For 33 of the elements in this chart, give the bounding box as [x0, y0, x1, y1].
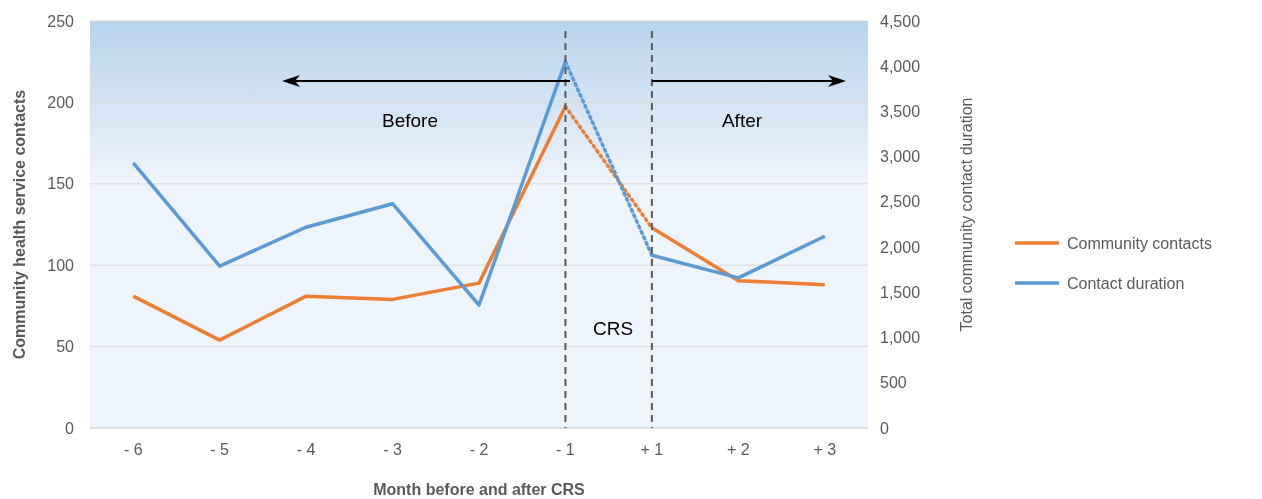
y2-tick-label: 3,500 [880, 103, 921, 121]
x-tick-label: + 1 [640, 441, 664, 458]
annotation: CRS [592, 318, 634, 339]
x-tick-label: + 2 [726, 441, 750, 458]
y2-tick-label: 1,000 [880, 329, 921, 347]
y2-tick-label: 4,500 [880, 12, 921, 30]
y-tick-label: 200 [47, 94, 75, 111]
x-tick-label: - 3 [383, 441, 402, 458]
x-axis-title: Month before and after CRS [373, 481, 586, 498]
y2-tick-label: 4,000 [880, 57, 921, 75]
x-tick-label: + 3 [813, 441, 837, 458]
y-tick-label: 100 [47, 256, 75, 274]
y-tick-label: 50 [56, 338, 75, 356]
x-tick-label: - 6 [123, 441, 143, 458]
y2-tick-label: 2,000 [880, 238, 921, 256]
y-tick-label: 250 [47, 12, 75, 30]
x-tick-label: - 1 [556, 441, 575, 458]
y2-tick-label: 2,500 [880, 193, 921, 211]
x-tick-label: - 4 [296, 441, 316, 458]
x-tick-label: - 2 [469, 441, 489, 458]
annotation: Before [382, 110, 438, 131]
annotation: After [721, 110, 763, 131]
y2-tick-label: 0 [880, 419, 889, 437]
legend-label: Community contacts [1067, 234, 1212, 252]
legend-label: Contact duration [1067, 274, 1185, 292]
y2-axis-title: Total community contact duration [958, 97, 975, 332]
y2-tick-label: 3,000 [880, 148, 921, 166]
y2-tick-label: 500 [880, 374, 907, 392]
y2-tick-label: 1,500 [880, 283, 921, 301]
y-tick-label: 0 [65, 419, 75, 437]
y-tick-label: 150 [47, 175, 75, 193]
y-axis-title: Community health service contacts [11, 89, 28, 360]
x-tick-label: - 5 [210, 441, 230, 458]
